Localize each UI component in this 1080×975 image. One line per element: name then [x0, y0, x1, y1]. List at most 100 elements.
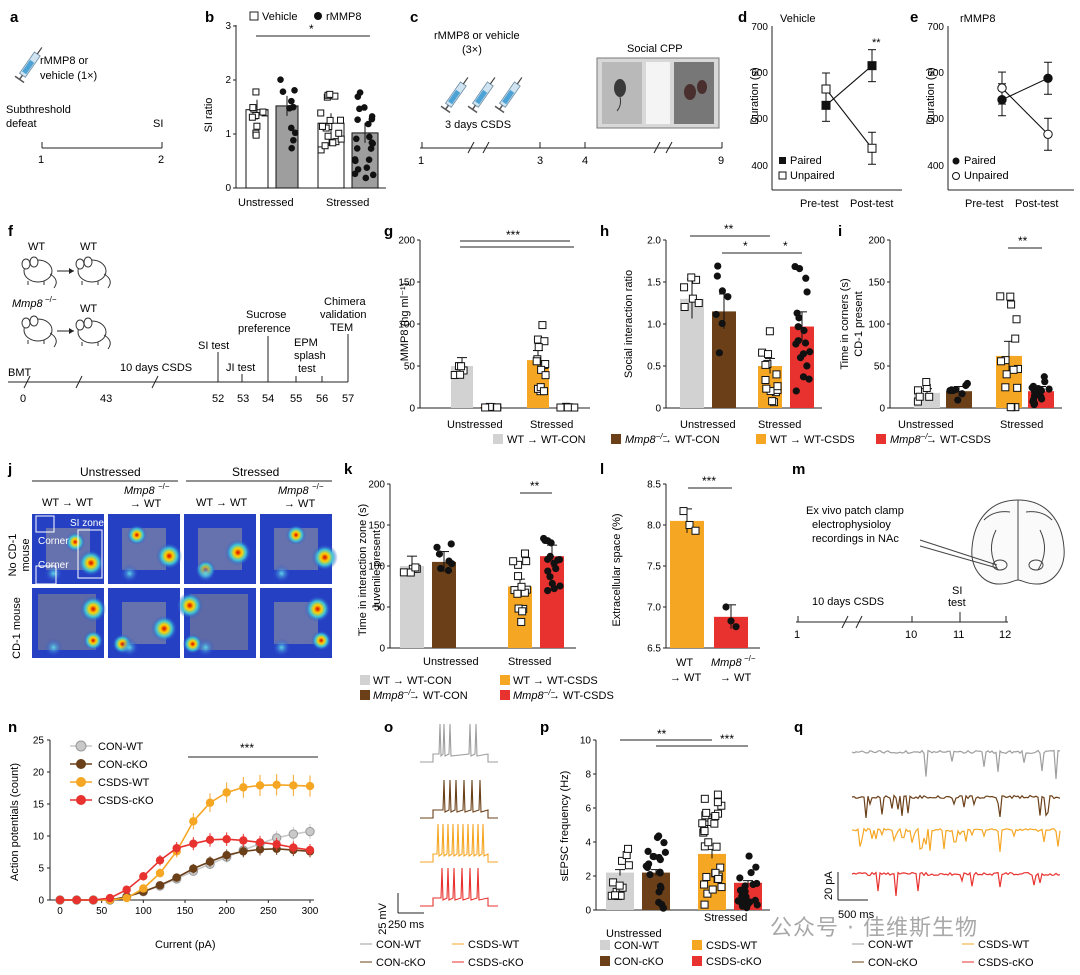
data-point [611, 891, 620, 900]
data-point [189, 839, 198, 848]
data-point [714, 874, 723, 883]
legend-marker [76, 759, 86, 769]
l-xtick: → WT [670, 672, 701, 684]
heatmap-hotspot [311, 630, 332, 651]
data-point [354, 93, 362, 100]
sig-label: *** [702, 474, 716, 488]
q-scale-i: 20 pA [823, 871, 835, 900]
data-point [803, 362, 811, 370]
panel-j: j Unstressed Stressed WT → WT Mmp8 −/− →… [7, 461, 338, 659]
a-syringe-label-2: vehicle (1×) [40, 70, 97, 82]
legend-item: CON-cKO [868, 957, 918, 969]
data-point [954, 396, 962, 404]
data-point [1001, 383, 1010, 392]
f-tick: 57 [342, 393, 354, 405]
data-point [286, 104, 293, 112]
k-ylabel2: Juvenile present [371, 530, 383, 610]
k-ylabel1: Time in interaction zone (s) [357, 504, 369, 636]
series-line [825, 65, 873, 106]
data-point [189, 817, 198, 826]
y-tick-label: 0 [409, 404, 415, 415]
panel-g: g MMP8 (ng ml⁻¹) 0 50 100 150 200 *** Unstres… [384, 223, 590, 431]
panel-label: j [7, 461, 12, 478]
data-point [447, 540, 455, 548]
data-point [544, 567, 552, 575]
legend-marker [76, 795, 86, 805]
panel-label: b [205, 9, 214, 26]
l-ylabel: Extracellular space (%) [611, 513, 623, 626]
y-tick-label: 15 [33, 800, 45, 811]
m-tick: 12 [999, 629, 1011, 641]
bar [245, 109, 269, 189]
d-ytick: 500 [751, 114, 768, 125]
data-point [680, 283, 689, 292]
f-ko-sup: −/− [45, 295, 57, 304]
panel-n: n Action potentials (count) Current (pA)… [8, 719, 319, 951]
y-tick-label: 0 [879, 404, 885, 415]
data-point [556, 403, 565, 412]
data-point [288, 144, 295, 152]
data-point [727, 617, 735, 625]
c-tick: 9 [718, 155, 724, 167]
data-point [318, 122, 326, 130]
panel-d: d Vehicle Duration (s) 400 500 600 700 *… [738, 9, 902, 210]
panel-q: q 20 pA 500 ms CON-WT CSDS-WT CON-cKO CS… [794, 719, 1061, 969]
data-point [996, 292, 1005, 301]
data-point [711, 811, 720, 820]
data-point [761, 375, 770, 384]
legend-label: CON-cKO [98, 759, 148, 771]
data-point [1006, 403, 1015, 412]
legend-marker [75, 740, 87, 752]
data-point [800, 326, 808, 335]
data-point [713, 790, 722, 799]
bar [670, 520, 704, 648]
b-legend-rmmp8: rMMP8 [326, 11, 361, 23]
series-line [1001, 87, 1049, 135]
f-epm-1: EPM [294, 337, 318, 349]
data-point [291, 129, 299, 137]
svg-text:−/−: −/− [158, 482, 170, 491]
data-point [354, 116, 361, 124]
panel-label: h [600, 223, 609, 240]
data-point [802, 274, 810, 282]
y-tick-label: 20 [33, 768, 45, 779]
legend-item: CON-WT [868, 939, 913, 951]
legend-item: → WT-CON [409, 690, 468, 702]
data-point [435, 550, 444, 558]
m-text: recordings in NAc [812, 533, 899, 545]
x-tick-label: 0 [57, 906, 63, 917]
y-tick-label: 0 [585, 906, 591, 917]
j-col: Mmp8 [124, 485, 155, 497]
data-point [1006, 292, 1015, 301]
data-point [222, 851, 231, 860]
data-point [155, 881, 165, 890]
data-point [155, 856, 165, 865]
m-tick: 1 [794, 629, 800, 641]
data-point [365, 120, 372, 128]
b-sig: * [309, 22, 314, 36]
c-syringe-label: rMMP8 or vehicle [434, 30, 520, 42]
data-point [925, 392, 934, 401]
j-col: WT → WT [196, 497, 247, 509]
data-point [801, 339, 810, 347]
m-test: test [948, 597, 966, 609]
data-point [72, 895, 81, 905]
legend-item: WT → WT-CSDS [513, 675, 598, 687]
data-point [437, 564, 445, 573]
data-point [272, 780, 281, 789]
data-point [356, 105, 363, 113]
j-stressed: Stressed [232, 465, 279, 479]
data-point [534, 343, 543, 352]
heatmap-hotspot [225, 539, 251, 566]
a-defeat-2: defeat [6, 118, 37, 130]
data-point [736, 874, 744, 882]
e-ytick: 700 [927, 22, 944, 33]
d-legend: Paired [790, 155, 822, 167]
data-point [139, 872, 148, 881]
y-tick-label: 2.0 [647, 236, 661, 247]
data-point [288, 829, 299, 839]
data-point [222, 835, 231, 844]
panel-c: c rMMP8 or vehicle (3×) 3 days CSDS Soci… [410, 9, 724, 167]
data-point [794, 337, 802, 345]
